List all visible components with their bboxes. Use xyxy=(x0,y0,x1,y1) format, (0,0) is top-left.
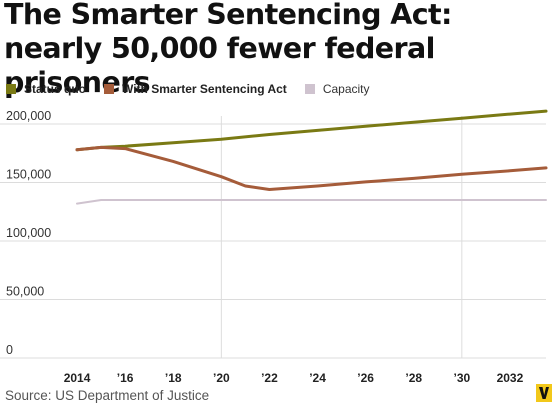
y-axis-tick-labels: 0 50,000 100,000 150,000 200,000 xyxy=(6,109,51,357)
x-tick-label: ’20 xyxy=(213,371,230,385)
x-tick-label: ’24 xyxy=(309,371,326,385)
source-note: Source: US Department of Justice xyxy=(5,388,210,403)
y-tick-label: 0 xyxy=(6,343,13,357)
series-line-status-quo xyxy=(75,109,548,152)
x-tick-label: ’18 xyxy=(165,371,182,385)
legend-swatch-smarter-sentencing xyxy=(104,84,114,94)
legend-item-status-quo: Status quo xyxy=(6,82,86,96)
series-line-capacity xyxy=(76,199,547,205)
y-tick-label: 50,000 xyxy=(6,285,44,299)
grid-lines xyxy=(0,116,546,359)
x-tick-label: 2032 xyxy=(497,371,524,385)
x-tick-label: 2014 xyxy=(64,371,91,385)
series-line-with-smarter-sentencing-act xyxy=(75,145,548,191)
y-tick-label: 150,000 xyxy=(6,168,51,182)
legend-label-capacity: Capacity xyxy=(322,82,370,96)
x-tick-label: ’26 xyxy=(357,371,374,385)
x-tick-label: ’22 xyxy=(261,371,278,385)
legend-item-capacity: Capacity xyxy=(304,82,370,96)
x-tick-label: ’30 xyxy=(453,371,470,385)
x-axis-tick-labels: 2014 ’16 ’18 ’20 ’22 ’24 ’26 ’28 ’30 2032 xyxy=(64,371,524,385)
x-tick-label: ’28 xyxy=(405,371,422,385)
legend-label-status-quo: Status quo xyxy=(24,82,86,96)
vox-logo xyxy=(536,384,552,402)
legend-item-smarter-sentencing: With Smarter Sentencing Act xyxy=(104,82,287,96)
chart-title: The Smarter Sentencing Act: nearly 50,00… xyxy=(4,0,452,99)
legend-label-smarter-sentencing: With Smarter Sentencing Act xyxy=(122,82,287,96)
series-lines xyxy=(75,109,548,205)
legend-swatch-status-quo xyxy=(6,84,16,94)
x-tick-label: ’16 xyxy=(117,371,134,385)
y-tick-label: 200,000 xyxy=(6,109,51,123)
legend-swatch-capacity xyxy=(304,84,315,94)
legend: Status quo With Smarter Sentencing Act C… xyxy=(6,82,388,96)
y-tick-label: 100,000 xyxy=(6,226,51,240)
